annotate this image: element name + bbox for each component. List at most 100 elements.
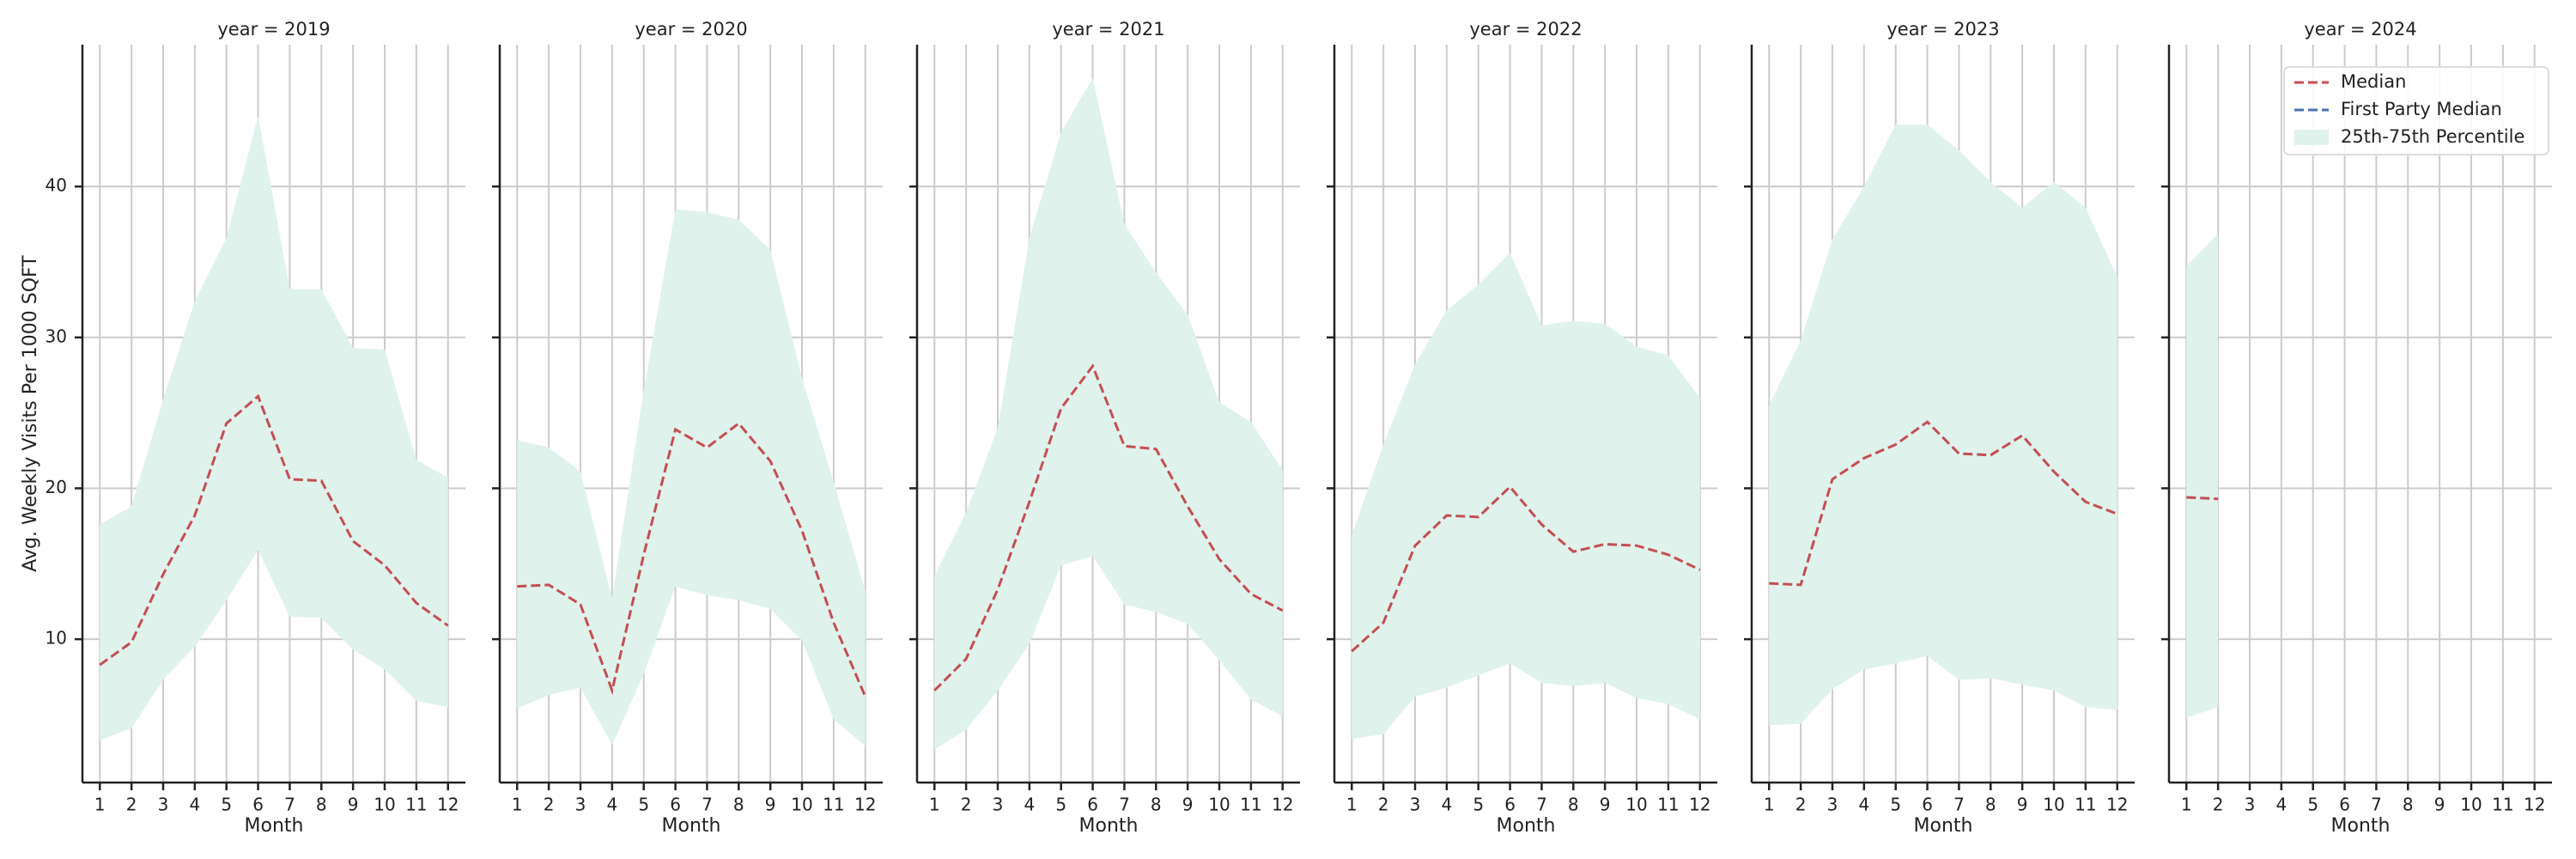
- legend: Median First Party Median 25th-75th Percen…: [2283, 66, 2549, 155]
- x-tick-label: 4: [606, 795, 617, 815]
- facet-title: year = 2020: [635, 19, 747, 40]
- x-tick-label: 9: [1182, 795, 1194, 815]
- x-tick-label: 1: [94, 795, 106, 815]
- x-tick-label: 1: [512, 795, 523, 815]
- legend-label: Median: [2341, 71, 2406, 92]
- x-tick-label: 7: [284, 795, 295, 815]
- y-tick-label: 20: [46, 477, 67, 497]
- x-tick-label: 5: [638, 795, 649, 815]
- x-tick-label: 7: [1536, 795, 1547, 815]
- x-tick-label: 2: [1795, 795, 1807, 815]
- x-tick-label: 3: [1827, 795, 1838, 815]
- x-tick-label: 8: [1568, 795, 1579, 815]
- x-tick-label: 6: [1922, 795, 1933, 815]
- x-tick-label: 10: [2043, 795, 2064, 815]
- x-tick-label: 12: [1272, 795, 1293, 815]
- x-tick-label: 11: [823, 795, 844, 815]
- x-tick-label: 6: [1504, 795, 1516, 815]
- x-axis-label: Month: [1079, 815, 1139, 837]
- x-tick-label: 10: [374, 795, 395, 815]
- x-tick-label: 10: [1625, 795, 1647, 815]
- x-tick-label: 8: [316, 795, 327, 815]
- x-tick-label: 2: [2213, 795, 2224, 815]
- x-tick-label: 9: [765, 795, 776, 815]
- legend-label: 25th-75th Percentile: [2341, 126, 2524, 147]
- y-tick-label: 10: [46, 628, 67, 649]
- median-line: [1351, 484, 1701, 653]
- x-tick-label: 1: [929, 795, 940, 815]
- x-tick-label: 9: [2017, 795, 2028, 815]
- y-tick-label: 40: [46, 175, 67, 196]
- facet-title: year = 2019: [217, 19, 330, 40]
- x-tick-label: 10: [1208, 795, 1230, 815]
- x-tick-label: 7: [2371, 795, 2382, 815]
- x-tick-label: 8: [1985, 795, 1996, 815]
- x-tick-label: 4: [1858, 795, 1869, 815]
- x-tick-label: 7: [1119, 795, 1130, 815]
- x-tick-label: 4: [189, 795, 200, 815]
- facet-title: year = 2023: [1886, 19, 1999, 40]
- x-tick-label: 3: [2245, 795, 2256, 815]
- x-tick-label: 1: [1346, 795, 1358, 815]
- x-tick-label: 2: [1378, 795, 1389, 815]
- x-tick-label: 4: [2275, 795, 2287, 815]
- x-tick-label: 11: [405, 795, 427, 815]
- y-tick-label: 30: [46, 326, 67, 346]
- legend-label: First Party Median: [2341, 99, 2502, 119]
- legend-swatch: [2294, 130, 2329, 145]
- x-axis-label: Month: [245, 815, 304, 837]
- median-line: [2186, 496, 2219, 501]
- x-tick-label: 1: [2181, 795, 2192, 815]
- percentile-band: [100, 115, 448, 740]
- x-tick-label: 5: [1055, 795, 1066, 815]
- x-tick-label: 12: [854, 795, 876, 815]
- x-tick-label: 9: [348, 795, 359, 815]
- percentile-band: [1769, 125, 2117, 726]
- x-tick-label: 6: [252, 795, 264, 815]
- x-tick-label: 4: [1024, 795, 1035, 815]
- x-tick-label: 10: [791, 795, 812, 815]
- x-axis-label: Month: [1914, 815, 1973, 837]
- x-tick-label: 9: [2434, 795, 2445, 815]
- x-tick-label: 3: [158, 795, 169, 815]
- median-line: [99, 393, 449, 667]
- x-tick-label: 8: [1151, 795, 1162, 815]
- facet-title: year = 2022: [1469, 19, 1582, 40]
- x-tick-label: 8: [2403, 795, 2414, 815]
- x-tick-label: 3: [575, 795, 586, 815]
- x-tick-label: 3: [993, 795, 1004, 815]
- x-tick-label: 12: [2524, 795, 2545, 815]
- x-tick-label: 12: [437, 795, 459, 815]
- x-tick-label: 5: [221, 795, 232, 815]
- x-tick-label: 10: [2460, 795, 2482, 815]
- legend-box: [2283, 66, 2549, 155]
- x-tick-label: 2: [544, 795, 555, 815]
- x-axis-label: Month: [1497, 815, 1556, 837]
- x-tick-label: 2: [126, 795, 137, 815]
- x-tick-label: 11: [1657, 795, 1679, 815]
- x-tick-label: 11: [1240, 795, 1261, 815]
- x-tick-label: 5: [1473, 795, 1484, 815]
- x-tick-label: 2: [961, 795, 972, 815]
- x-tick-label: 5: [2307, 795, 2318, 815]
- x-tick-label: 12: [2106, 795, 2128, 815]
- x-tick-label: 5: [1890, 795, 1901, 815]
- x-tick-label: 1: [1764, 795, 1775, 815]
- facet-title: year = 2021: [1052, 19, 1164, 40]
- x-tick-label: 12: [1689, 795, 1710, 815]
- percentile-band: [934, 77, 1283, 750]
- x-tick-label: 3: [1410, 795, 1421, 815]
- x-tick-label: 6: [670, 795, 681, 815]
- x-tick-label: 7: [1953, 795, 1965, 815]
- x-tick-label: 11: [2492, 795, 2513, 815]
- x-axis-label: Month: [662, 815, 721, 837]
- x-tick-label: 7: [702, 795, 713, 815]
- x-tick-label: 4: [1441, 795, 1452, 815]
- x-tick-label: 9: [1600, 795, 1611, 815]
- x-tick-label: 11: [2075, 795, 2096, 815]
- percentile-band: [2186, 233, 2219, 718]
- facet-title: year = 2024: [2304, 19, 2416, 40]
- x-tick-label: 6: [2339, 795, 2350, 815]
- median-line: [517, 421, 867, 698]
